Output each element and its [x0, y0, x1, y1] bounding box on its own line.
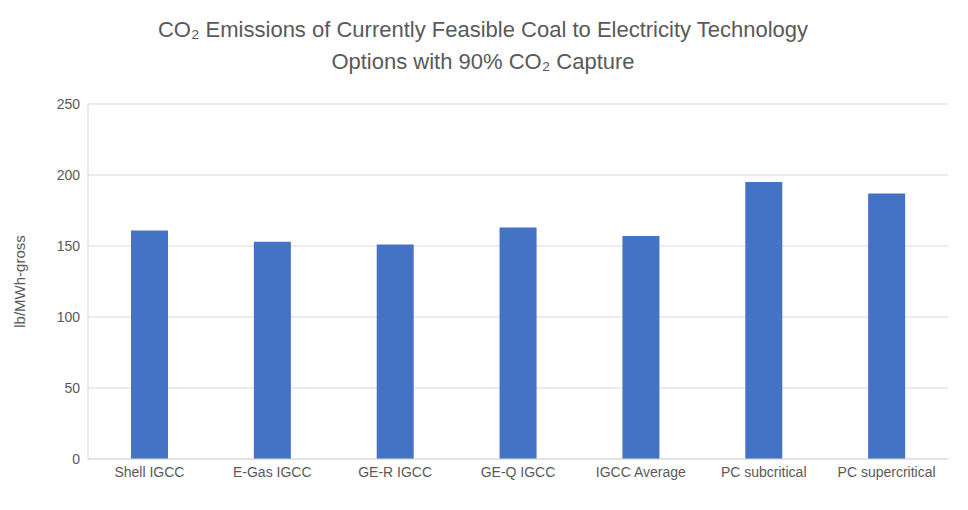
svg-text:200: 200 — [57, 167, 81, 183]
svg-text:GE-Q IGCC: GE-Q IGCC — [481, 464, 556, 480]
svg-text:PC subcritical: PC subcritical — [721, 464, 807, 480]
svg-text:lb/MWh-gross: lb/MWh-gross — [11, 235, 28, 328]
svg-text:0: 0 — [72, 451, 80, 467]
svg-text:IGCC Average: IGCC Average — [596, 464, 686, 480]
svg-text:GE-R IGCC: GE-R IGCC — [358, 464, 432, 480]
svg-text:150: 150 — [57, 238, 81, 254]
svg-text:E-Gas IGCC: E-Gas IGCC — [233, 464, 312, 480]
html-text:CO₂ Emissions of Currently Fea: CO₂ Emissions of Currently Feasible Coal… — [158, 17, 808, 74]
svg-text:Shell IGCC: Shell IGCC — [114, 464, 184, 480]
svg-text:PC supercritical: PC supercritical — [838, 464, 936, 480]
svg-text:50: 50 — [64, 380, 80, 396]
svg-text:250: 250 — [57, 96, 81, 112]
svg-text:100: 100 — [57, 309, 81, 325]
